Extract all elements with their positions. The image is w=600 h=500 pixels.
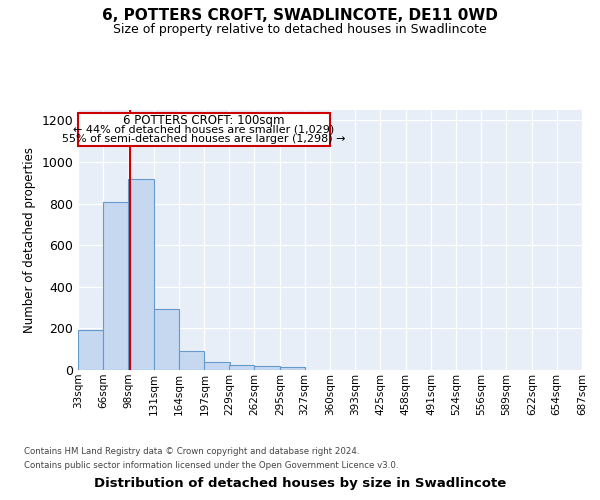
Text: 6 POTTERS CROFT: 100sqm: 6 POTTERS CROFT: 100sqm bbox=[123, 114, 285, 127]
Text: 55% of semi-detached houses are larger (1,298) →: 55% of semi-detached houses are larger (… bbox=[62, 134, 346, 144]
Text: 6, POTTERS CROFT, SWADLINCOTE, DE11 0WD: 6, POTTERS CROFT, SWADLINCOTE, DE11 0WD bbox=[102, 8, 498, 22]
Bar bbox=[78, 330, 103, 370]
FancyBboxPatch shape bbox=[78, 113, 330, 146]
Bar bbox=[254, 366, 280, 370]
Bar bbox=[229, 365, 254, 370]
Bar bbox=[103, 202, 129, 370]
Bar bbox=[154, 308, 179, 370]
Text: Contains public sector information licensed under the Open Government Licence v3: Contains public sector information licen… bbox=[24, 461, 398, 470]
Bar bbox=[280, 367, 305, 370]
Text: Size of property relative to detached houses in Swadlincote: Size of property relative to detached ho… bbox=[113, 22, 487, 36]
Text: ← 44% of detached houses are smaller (1,029): ← 44% of detached houses are smaller (1,… bbox=[73, 125, 335, 135]
Y-axis label: Number of detached properties: Number of detached properties bbox=[23, 147, 36, 333]
Bar bbox=[179, 352, 205, 370]
Text: Contains HM Land Registry data © Crown copyright and database right 2024.: Contains HM Land Registry data © Crown c… bbox=[24, 448, 359, 456]
Bar bbox=[205, 362, 230, 370]
Bar bbox=[128, 178, 154, 370]
Text: Distribution of detached houses by size in Swadlincote: Distribution of detached houses by size … bbox=[94, 477, 506, 490]
